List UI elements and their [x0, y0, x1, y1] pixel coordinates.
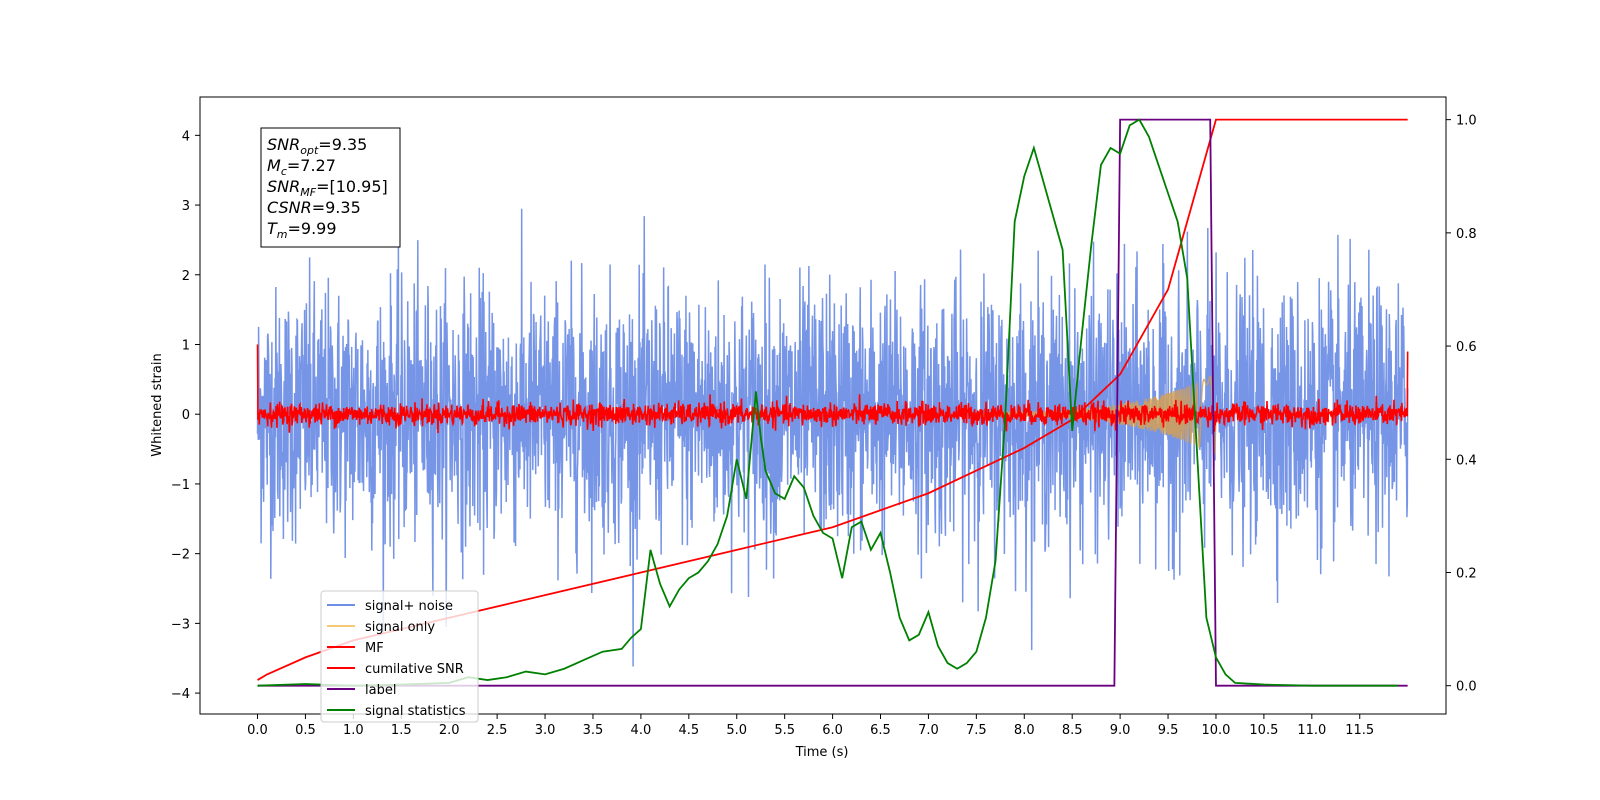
- annotation-line: SNRMF=[10.95]: [267, 177, 388, 199]
- x-tick-label: 0.0: [247, 723, 268, 738]
- axes-frame: [199, 96, 1447, 715]
- y-right-tick-label: 0.8: [1456, 227, 1477, 242]
- annotation-line: Tm=9.99: [267, 219, 337, 241]
- y-right-tick-label: 0.6: [1456, 340, 1477, 355]
- y-left-tick-label: −3: [171, 617, 190, 632]
- x-tick-label: 9.0: [1110, 723, 1131, 738]
- y-left-tick-label: −4: [171, 687, 190, 702]
- x-tick-label: 8.0: [1014, 723, 1035, 738]
- series-label: [257, 118, 1408, 687]
- x-tick-label: 10.5: [1249, 723, 1278, 738]
- legend-label: MF: [365, 641, 384, 656]
- x-tick-label: 6.0: [822, 723, 843, 738]
- x-tick-label: 3.0: [535, 723, 556, 738]
- x-tick-label: 6.5: [870, 723, 891, 738]
- x-tick-label: 4.0: [631, 723, 652, 738]
- annotation-frame: [260, 127, 401, 248]
- x-tick-label: 9.5: [1158, 723, 1179, 738]
- y-left-tick-label: 2: [182, 269, 190, 284]
- y-right-tick-label: 0.2: [1456, 566, 1477, 581]
- x-tick-label: 5.5: [774, 723, 795, 738]
- legend-label: signal statistics: [365, 704, 466, 719]
- x-tick-label: 0.5: [295, 723, 316, 738]
- legend-label: signal only: [365, 620, 435, 635]
- annotation-line: Mc=7.27: [267, 156, 336, 178]
- annotation-line: CSNR=9.35: [267, 198, 361, 217]
- y-right-tick-label: 0.4: [1456, 453, 1477, 468]
- legend: signal+ noise signal only MF cumilative SNR…: [320, 590, 479, 723]
- x-tick-label: 7.0: [918, 723, 939, 738]
- y-left-tick-label: −2: [171, 548, 190, 563]
- y-axis-label: Whitened strain: [150, 353, 165, 456]
- series-mf: [256, 344, 1409, 434]
- x-tick-label: 3.5: [583, 723, 604, 738]
- y-axis-left: 4 3 2 1 0 −1 −2 −3 −4: [171, 129, 200, 702]
- x-tick-label: 11.0: [1297, 723, 1326, 738]
- x-tick-label: 2.0: [439, 723, 460, 738]
- x-tick-label: 10.0: [1201, 723, 1230, 738]
- legend-frame: [320, 590, 479, 723]
- x-tick-label: 8.5: [1062, 723, 1083, 738]
- legend-label: label: [365, 683, 396, 698]
- x-tick-label: 1.5: [391, 723, 412, 738]
- y-axis-right: 1.0 0.8 0.6 0.4 0.2 0.0: [1446, 114, 1477, 695]
- x-tick-label: 7.5: [966, 723, 987, 738]
- y-left-tick-label: −1: [171, 478, 190, 493]
- x-tick-label: 4.5: [678, 723, 699, 738]
- x-tick-label: 5.0: [726, 723, 747, 738]
- annotation-line: SNRopt=9.35: [267, 135, 367, 157]
- legend-label: cumilative SNR: [365, 662, 464, 677]
- y-left-tick-label: 3: [182, 199, 190, 214]
- x-axis-label: Time (s): [795, 745, 849, 760]
- series-signal-plus-noise: [256, 208, 1409, 667]
- x-tick-label: 11.5: [1345, 723, 1374, 738]
- y-left-tick-label: 0: [182, 408, 190, 423]
- x-tick-label: 1.0: [343, 723, 364, 738]
- legend-label: signal+ noise: [365, 599, 453, 614]
- y-left-tick-label: 4: [182, 129, 190, 144]
- stats-annotation-box: SNRopt=9.35Mc=7.27SNRMF=[10.95]CSNR=9.35…: [260, 127, 401, 248]
- y-left-tick-label: 1: [182, 338, 190, 353]
- x-tick-label: 2.5: [487, 723, 508, 738]
- series-signal-statistics: [257, 118, 1399, 687]
- y-right-tick-label: 1.0: [1456, 114, 1477, 129]
- y-right-tick-label: 0.0: [1456, 680, 1477, 695]
- x-axis: 0.0 0.5 1.0 1.5 2.0 2.5 3.0 3.5 4.0 4.5 5.0 5.5 6.0 6…: [247, 714, 1374, 738]
